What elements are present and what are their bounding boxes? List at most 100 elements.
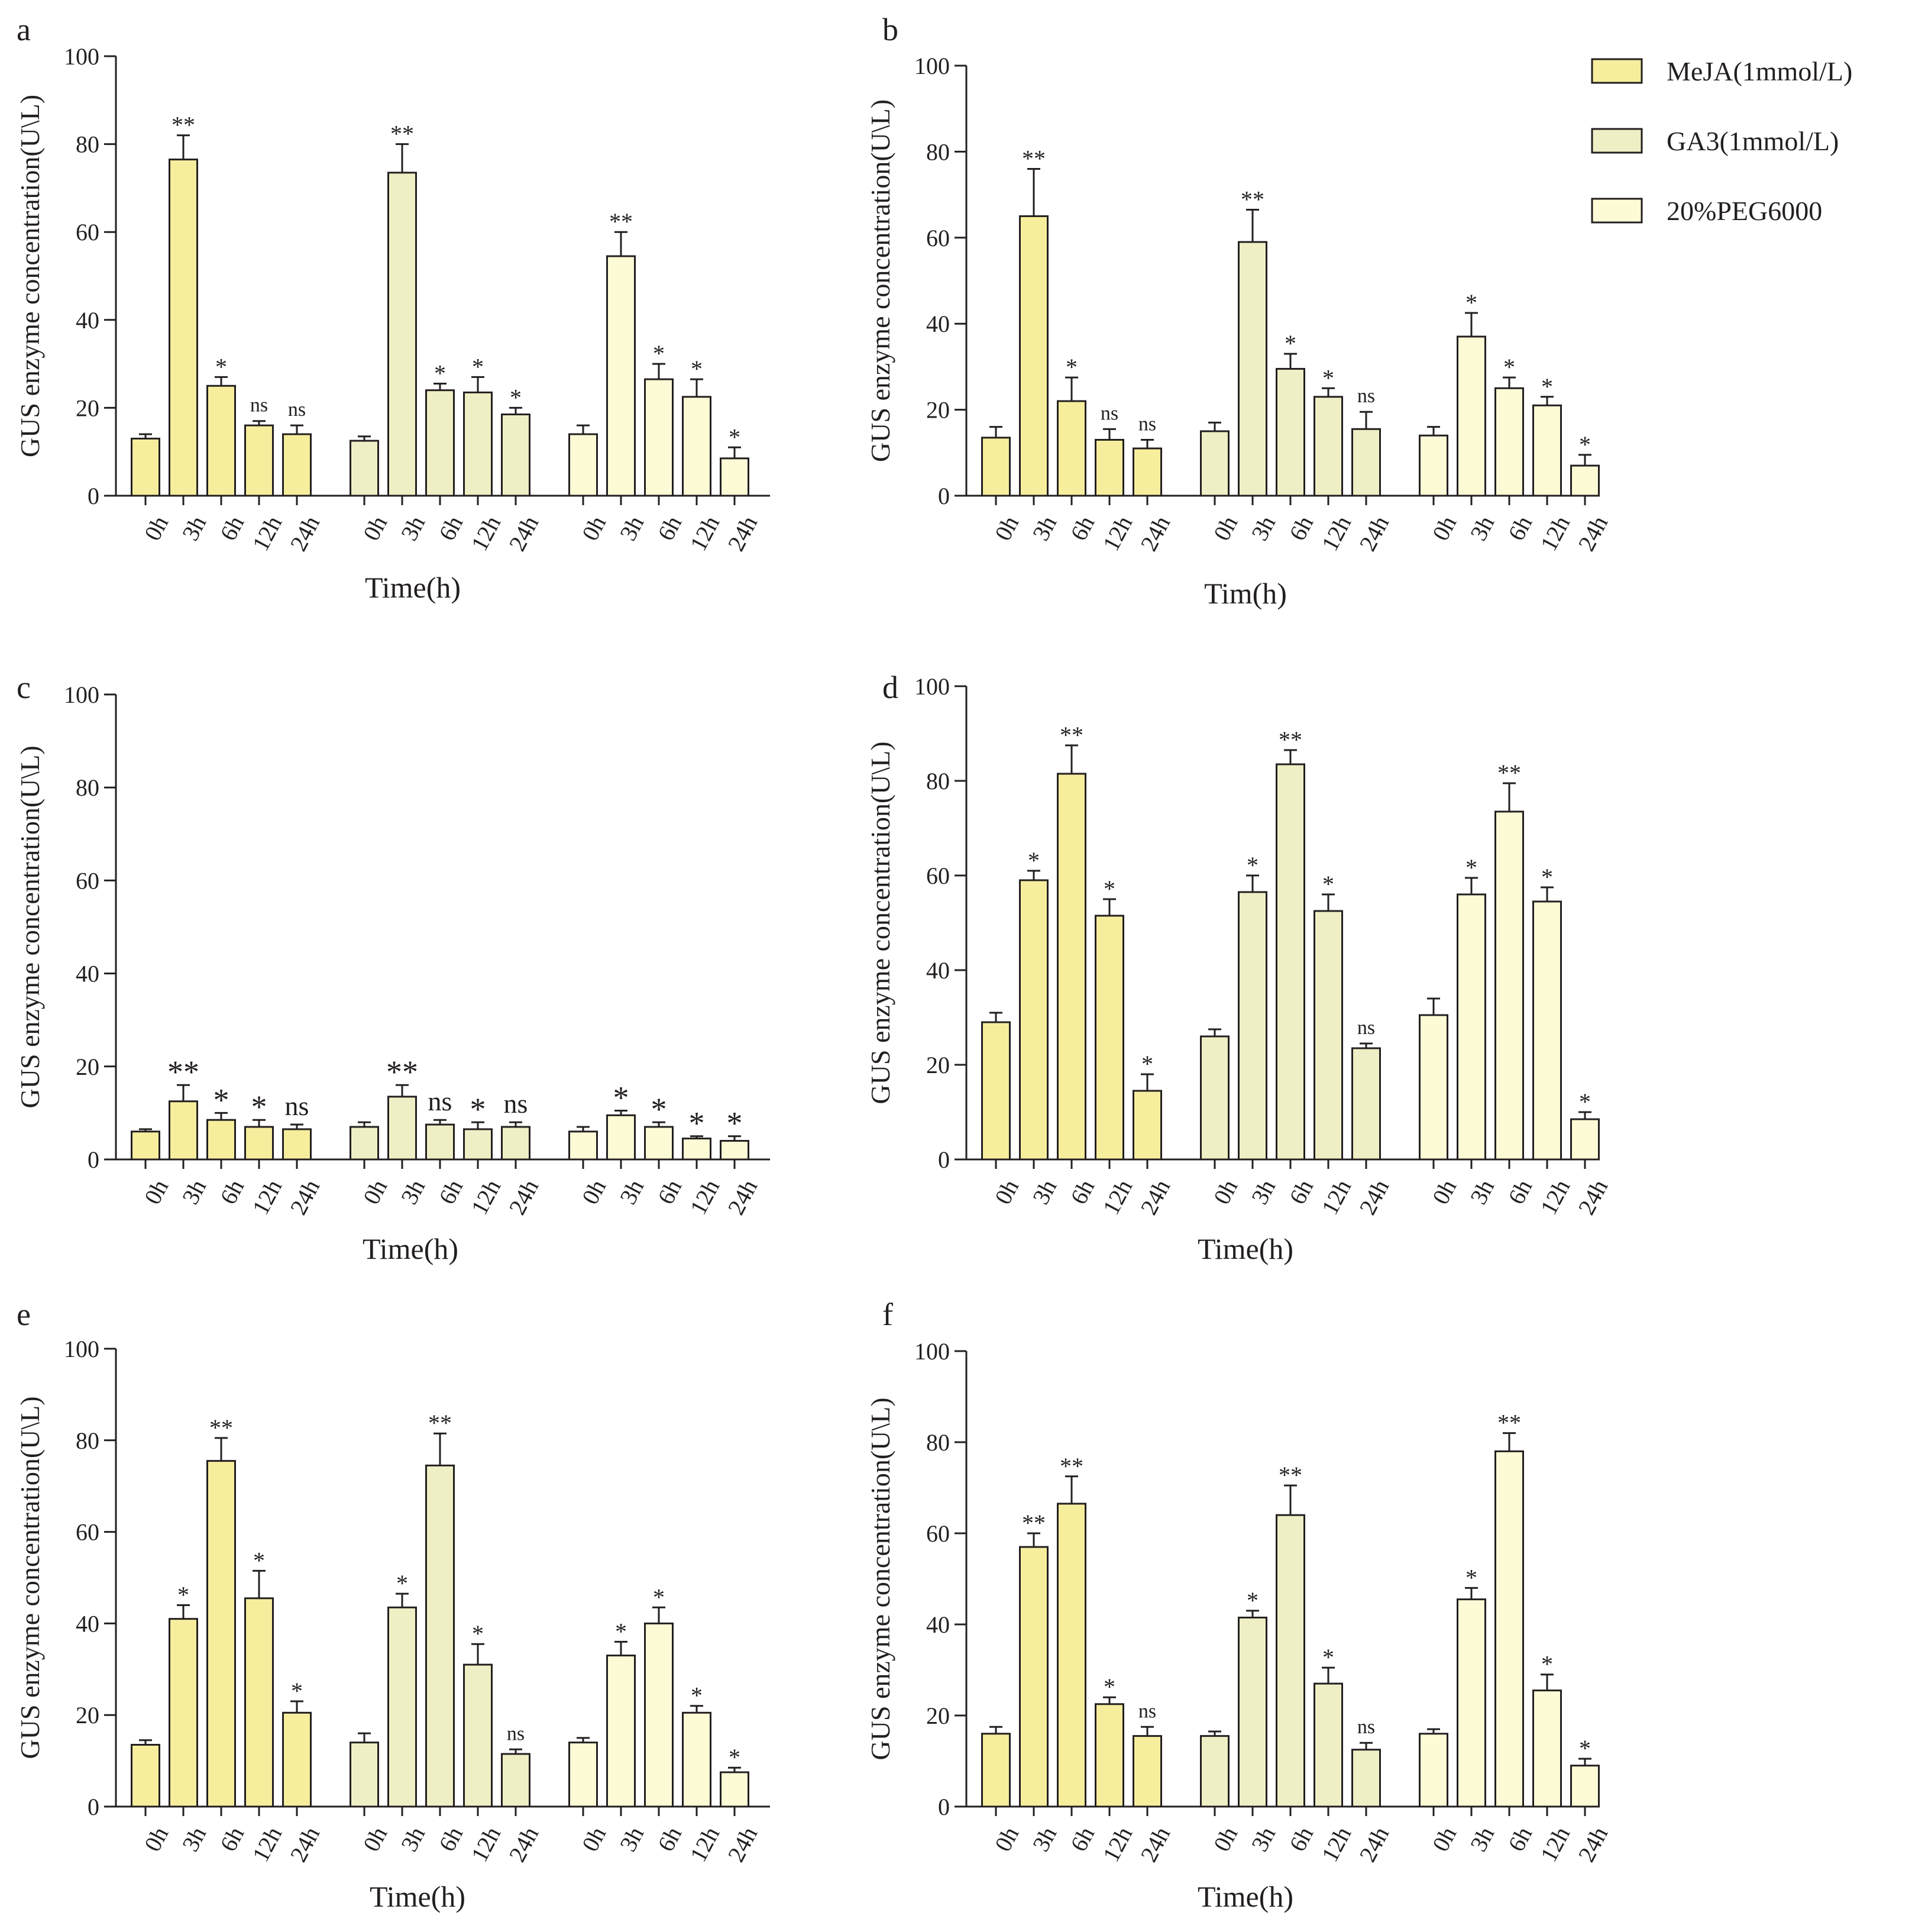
legend-label: GA3(1mmol/L)	[1667, 126, 1839, 156]
bar	[1494, 387, 1524, 497]
bar	[1095, 1703, 1124, 1808]
bar	[282, 433, 312, 497]
bar	[131, 1130, 160, 1161]
significance-label: *	[1285, 330, 1296, 357]
legend-swatch	[1591, 198, 1643, 224]
bar	[1314, 910, 1343, 1161]
significance-label: *	[1322, 364, 1334, 391]
significance-label: ns	[428, 1086, 452, 1116]
panel-tag: b	[882, 12, 898, 47]
significance-label: *	[510, 384, 522, 411]
bar	[425, 1464, 455, 1808]
x-tick-label: 12h	[1316, 1823, 1356, 1866]
x-tick-label: 6h	[215, 1823, 250, 1856]
bar	[1133, 447, 1162, 497]
x-tick-label: 6h	[433, 1175, 468, 1209]
bar	[981, 1733, 1011, 1808]
bar	[568, 1130, 598, 1161]
y-tick-label: 80	[76, 1427, 99, 1454]
x-tick-label: 24h	[1135, 512, 1175, 555]
x-tick-label: 3h	[177, 512, 212, 545]
bar	[1057, 400, 1086, 497]
y-tick-label: 80	[926, 1429, 950, 1456]
y-tick-label: 20	[76, 1054, 99, 1080]
y-tick-label: 60	[76, 1519, 99, 1546]
significance-label: **	[390, 121, 414, 147]
legend-item: GA3(1mmol/L)	[1591, 126, 1839, 156]
significance-label: **	[386, 1054, 418, 1090]
x-tick-label: 3h	[1027, 512, 1062, 545]
x-tick-label: 6h	[215, 1175, 250, 1209]
series-1: 0h * 3h ** 6h * 12h ns 24h	[350, 1410, 543, 1866]
bar	[1314, 396, 1343, 497]
x-tick-label: 24h	[1354, 1175, 1394, 1219]
bar	[720, 1140, 749, 1161]
bar	[425, 1123, 455, 1161]
bar	[131, 1744, 160, 1808]
y-tick-label: 0	[88, 483, 99, 509]
bar	[606, 1114, 636, 1161]
x-tick-label: 6h	[1065, 1175, 1100, 1209]
significance-label: *	[615, 1618, 627, 1645]
y-tick-label: 80	[926, 138, 950, 165]
bar	[169, 1100, 198, 1161]
significance-label: **	[1022, 1510, 1046, 1536]
series-0: 0h * 3h ** 6h * 12h * 24h	[131, 1414, 325, 1866]
x-tick-label: 0h	[989, 1175, 1024, 1209]
x-tick-label: 0h	[358, 512, 393, 545]
significance-label: **	[1022, 145, 1046, 172]
x-tick-label: 3h	[614, 1175, 649, 1209]
bar	[1351, 1047, 1381, 1161]
bar	[244, 424, 274, 497]
x-tick-label: 12h	[1316, 1175, 1356, 1219]
series-2: 0h * 3h * 6h * 12h * 24h	[1419, 289, 1613, 555]
bar	[606, 1655, 636, 1808]
significance-label: *	[1503, 354, 1515, 380]
bar	[244, 1597, 274, 1808]
significance-label: **	[172, 112, 195, 138]
x-tick-label: 0h	[1208, 512, 1243, 545]
x-tick-label: 3h	[396, 512, 431, 545]
y-axis-title: GUS enzyme concentration(U\L)	[865, 741, 895, 1104]
y-axis-title: GUS enzyme concentration(U\L)	[15, 1396, 45, 1759]
x-tick-label: 24h	[722, 1823, 762, 1866]
x-tick-label: 3h	[1246, 1175, 1281, 1209]
significance-label: *	[1465, 289, 1477, 316]
significance-label: *	[434, 360, 446, 387]
x-tick-label: 0h	[1208, 1823, 1243, 1856]
significance-label: *	[1465, 1564, 1477, 1591]
x-tick-label: 24h	[503, 1823, 543, 1866]
bar	[131, 437, 160, 497]
bar	[425, 389, 455, 497]
panel-tag: c	[17, 670, 31, 705]
x-tick-label: 12h	[247, 1175, 287, 1219]
series-0: 0h * 3h ** 6h * 12h * 24h	[981, 722, 1175, 1219]
significance-label: **	[1279, 726, 1302, 753]
series-0: 0h ** 3h * 6h ns 12h ns 24h	[981, 145, 1175, 555]
bar	[1095, 438, 1124, 497]
significance-label: *	[470, 1091, 486, 1127]
bar	[682, 1711, 711, 1808]
x-tick-label: 0h	[358, 1175, 393, 1209]
significance-label: *	[396, 1570, 408, 1597]
significance-label: ns	[1138, 413, 1156, 435]
y-tick-label: 100	[914, 673, 950, 700]
series-1: 0h * 3h ** 6h * 12h ns 24h	[1200, 726, 1394, 1219]
significance-label: *	[1579, 1088, 1591, 1115]
y-axis-title: GUS enzyme concentration(U\L)	[15, 95, 45, 457]
bar	[206, 385, 236, 497]
legend-item: 20%PEG6000	[1591, 196, 1822, 226]
significance-label: **	[1060, 722, 1083, 748]
bar	[387, 1606, 417, 1808]
significance-label: *	[1322, 1644, 1334, 1671]
significance-label: *	[727, 1106, 743, 1141]
y-axis-title: GUS enzyme concentration(U\L)	[865, 99, 895, 462]
x-tick-label: 12h	[684, 512, 724, 555]
bar	[169, 1618, 198, 1808]
bar	[206, 1119, 236, 1161]
x-axis-title: Time(h)	[363, 1232, 458, 1265]
bar	[1200, 1035, 1230, 1161]
bar	[1019, 1546, 1049, 1808]
x-tick-label: 24h	[503, 512, 543, 555]
significance-label: *	[653, 340, 665, 367]
